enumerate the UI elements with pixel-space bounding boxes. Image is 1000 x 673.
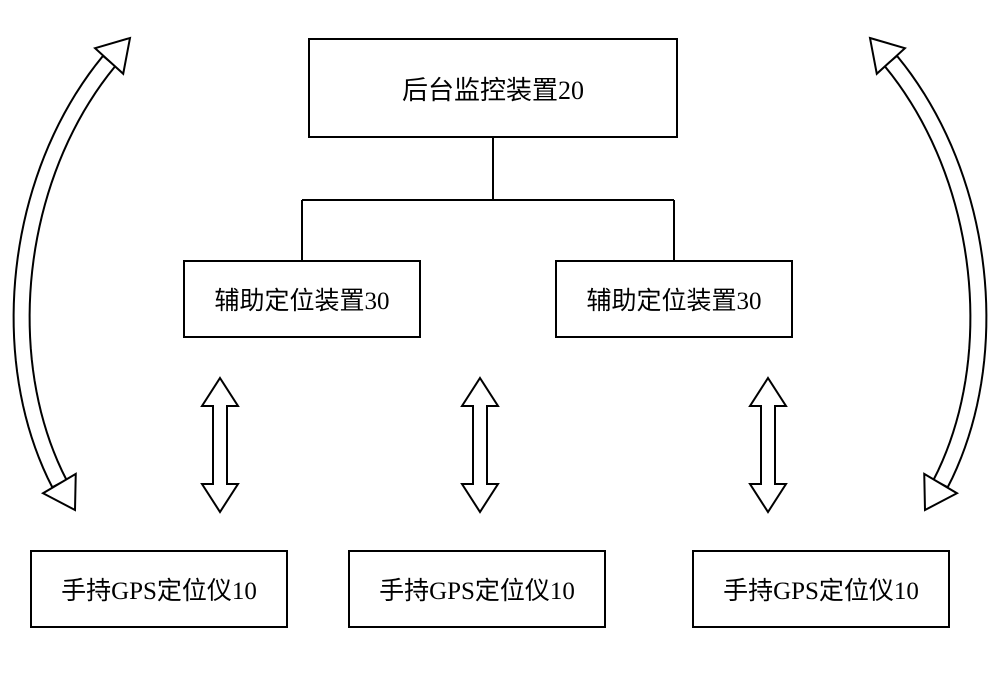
node-gps-2: 手持GPS定位仪10: [348, 550, 606, 628]
node-backend-monitor: 后台监控装置20: [308, 38, 678, 138]
node-label: 辅助定位装置30: [586, 281, 761, 317]
node-label: 手持GPS定位仪10: [723, 571, 919, 607]
node-label: 后台监控装置20: [402, 70, 584, 107]
node-label: 辅助定位装置30: [214, 281, 389, 317]
node-aux-locator-right: 辅助定位装置30: [555, 260, 793, 338]
node-gps-3: 手持GPS定位仪10: [692, 550, 950, 628]
node-gps-1: 手持GPS定位仪10: [30, 550, 288, 628]
node-aux-locator-left: 辅助定位装置30: [183, 260, 421, 338]
node-label: 手持GPS定位仪10: [379, 571, 575, 607]
node-label: 手持GPS定位仪10: [61, 571, 257, 607]
